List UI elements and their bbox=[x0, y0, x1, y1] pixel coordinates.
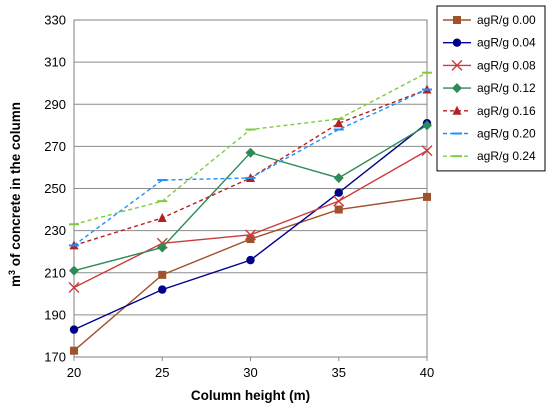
series-1 bbox=[70, 192, 431, 355]
series-line bbox=[73, 88, 428, 246]
x-tick-label: 20 bbox=[67, 365, 81, 380]
series-line bbox=[73, 196, 428, 352]
data-point bbox=[70, 346, 78, 355]
plot-area-frame bbox=[73, 19, 428, 358]
x-tick-label: 40 bbox=[420, 365, 434, 380]
data-point bbox=[68, 281, 80, 293]
legend-item: agR/g 0.12 bbox=[443, 81, 536, 95]
y-tick-label: 330 bbox=[44, 13, 66, 28]
data-point bbox=[422, 120, 432, 131]
y-tick-label: 310 bbox=[44, 55, 66, 70]
series-line bbox=[73, 149, 428, 289]
y-tick-labels: 170 190 210 230 250 270 290 310 330 bbox=[44, 13, 66, 365]
legend-marker bbox=[452, 38, 462, 47]
data-point bbox=[421, 145, 433, 157]
x-tick-label: 30 bbox=[243, 365, 257, 380]
legend-label: agR/g 0.12 bbox=[477, 81, 536, 95]
series-layer bbox=[68, 71, 433, 355]
legend-item: agR/g 0.16 bbox=[443, 104, 536, 118]
legend-item: agR/g 0.24 bbox=[443, 149, 536, 163]
legend-label: agR/g 0.24 bbox=[477, 149, 536, 163]
series-5 bbox=[69, 84, 432, 250]
legend-item: agR/g 0.00 bbox=[443, 13, 536, 27]
legend: agR/g 0.00 agR/g 0.04 agR/g 0.08 agR/g 0.12… bbox=[436, 5, 546, 172]
data-point bbox=[246, 255, 255, 265]
data-point bbox=[157, 212, 167, 222]
y-tick-label: 190 bbox=[44, 307, 66, 322]
data-point bbox=[333, 172, 344, 183]
data-point bbox=[157, 242, 168, 253]
data-point bbox=[423, 192, 431, 201]
y-tick-label: 250 bbox=[44, 181, 66, 196]
y-axis-title: m3 of concrete in the column bbox=[7, 102, 23, 287]
data-point bbox=[158, 270, 167, 279]
legend-marker bbox=[452, 83, 462, 94]
x-tick-label: 25 bbox=[155, 365, 169, 380]
legend-marker bbox=[453, 16, 461, 24]
legend-marker bbox=[452, 105, 462, 115]
y-axis-title-superscript: 3 bbox=[7, 270, 17, 275]
data-point bbox=[69, 325, 79, 334]
data-point bbox=[245, 147, 256, 158]
legend-label: agR/g 0.16 bbox=[477, 104, 536, 118]
legend-item: agR/g 0.20 bbox=[443, 127, 536, 141]
x-axis-title: Column height (m) bbox=[191, 388, 310, 403]
y-axis-title-unit: m bbox=[8, 275, 23, 287]
data-point bbox=[334, 205, 343, 214]
x-tick-labels: 20 25 30 35 40 bbox=[67, 365, 434, 380]
grid-lines bbox=[73, 19, 428, 361]
legend-marker bbox=[451, 59, 463, 71]
legend-label: agR/g 0.04 bbox=[477, 36, 536, 50]
y-tick-label: 270 bbox=[44, 139, 66, 154]
y-tick-label: 170 bbox=[44, 350, 66, 365]
data-point bbox=[158, 285, 167, 294]
legend-label: agR/g 0.20 bbox=[477, 127, 536, 141]
y-axis-title-text: of concrete in the column bbox=[8, 102, 23, 270]
legend-item: agR/g 0.08 bbox=[443, 58, 536, 72]
series-3 bbox=[68, 145, 433, 293]
series-6 bbox=[69, 88, 432, 247]
legend-item: agR/g 0.04 bbox=[443, 36, 536, 50]
series-4 bbox=[69, 120, 432, 276]
data-point bbox=[69, 265, 79, 276]
y-tick-label: 210 bbox=[44, 265, 66, 280]
data-point bbox=[334, 118, 344, 128]
data-point bbox=[245, 229, 256, 241]
y-tick-label: 290 bbox=[44, 97, 66, 112]
y-tick-label: 230 bbox=[44, 223, 66, 238]
legend-label: agR/g 0.00 bbox=[477, 13, 536, 27]
data-point bbox=[334, 188, 343, 197]
data-point bbox=[246, 235, 255, 244]
series-line bbox=[73, 124, 428, 272]
x-tick-label: 35 bbox=[332, 365, 346, 380]
series-7 bbox=[69, 71, 432, 226]
legend-label: agR/g 0.08 bbox=[477, 58, 536, 72]
data-point bbox=[333, 195, 345, 207]
